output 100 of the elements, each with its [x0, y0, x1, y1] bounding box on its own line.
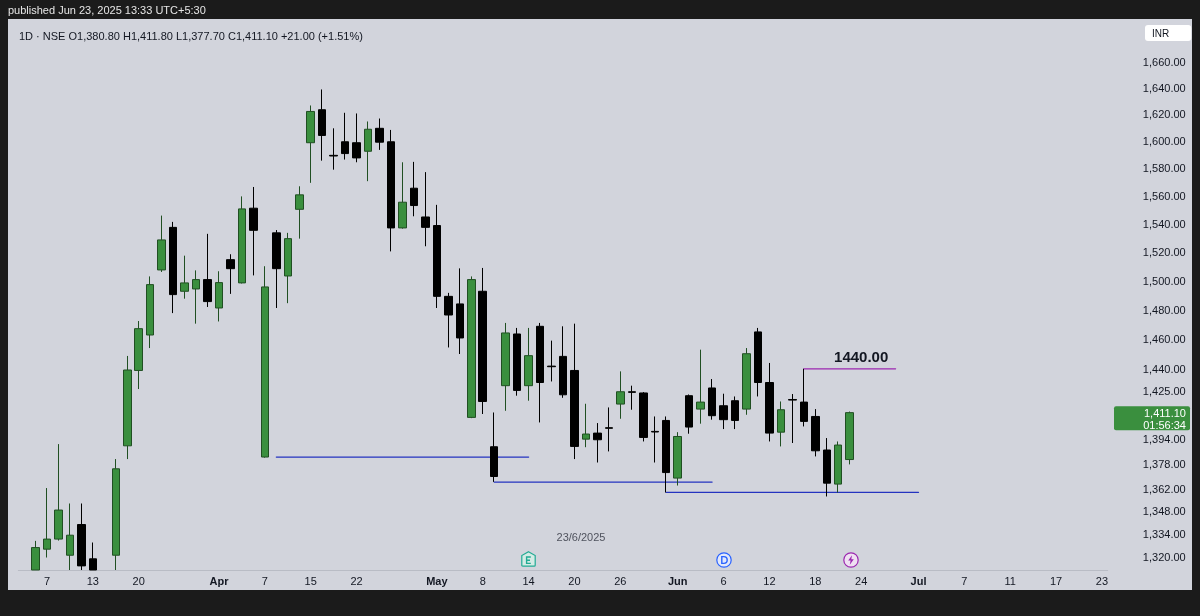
- candlestick: [157, 215, 166, 273]
- y-tick-label: 1,480.00: [1142, 303, 1186, 316]
- annotation: 1440.00: [834, 347, 889, 365]
- y-tick-label: 1,660.00: [1142, 55, 1186, 68]
- x-tick-label: 24: [855, 574, 868, 587]
- x-tick-label: 7: [261, 574, 268, 587]
- y-tick-label: 1,580.00: [1142, 162, 1186, 175]
- candlestick: [89, 542, 97, 571]
- y-tick-label: 1,320.00: [1142, 550, 1186, 563]
- candlestick: [616, 370, 625, 420]
- candlestick: [524, 327, 533, 402]
- candlestick: [467, 275, 476, 419]
- candlestick: [444, 292, 453, 348]
- x-tick-label: Jul: [910, 574, 927, 587]
- candlestick: [318, 88, 326, 162]
- candlestick: [547, 340, 556, 382]
- candlestick: [605, 406, 613, 452]
- candlestick: [146, 275, 154, 349]
- candlestick: [410, 161, 418, 217]
- candlestick: [845, 411, 854, 465]
- candlestick: [66, 503, 74, 571]
- candlestick: [811, 408, 820, 457]
- candlestick: [765, 362, 774, 442]
- candlestick: [341, 112, 349, 161]
- candlestick: [54, 443, 63, 542]
- candlestick: [639, 391, 648, 442]
- candlestick: [501, 322, 510, 412]
- candlestick: [77, 503, 86, 571]
- candlestick: [226, 253, 235, 295]
- x-tick-label: 26: [614, 574, 627, 587]
- x-tick-label: Apr: [209, 574, 230, 587]
- x-tick-label: 11: [1004, 574, 1016, 587]
- candlestick: [708, 378, 716, 421]
- text: 1D · NSE O1,380.80 H1,411.80 L1,377.70 C1,411.10 +21.00 (+1.51%): [19, 29, 363, 42]
- x-tick-label: 14: [522, 574, 535, 587]
- candlestick: [329, 127, 338, 171]
- candlestick: [203, 233, 212, 308]
- x-tick-label: 7: [961, 574, 968, 587]
- x-tick-label: 20: [568, 574, 581, 587]
- text: 1,411.10: [1143, 406, 1186, 419]
- x-tick-label: 18: [809, 574, 822, 587]
- y-tick-label: 1,378.00: [1142, 457, 1186, 470]
- candlestick: [433, 204, 441, 309]
- y-tick-label: 1,500.00: [1142, 274, 1186, 287]
- candlestick: [719, 393, 728, 430]
- y-tick-label: 1,334.00: [1142, 528, 1186, 541]
- candlestick: [180, 255, 189, 300]
- x-tick-label: 20: [132, 574, 145, 587]
- y-tick-label: 1,348.00: [1142, 505, 1186, 518]
- y-tick-label: 1,425.00: [1142, 385, 1186, 398]
- candlestick: [272, 229, 281, 309]
- x-tick-label: May: [426, 574, 449, 587]
- candlestick: [570, 323, 579, 460]
- y-tick-label: 1,460.00: [1142, 333, 1186, 345]
- y-tick-label: 1,640.00: [1142, 81, 1186, 94]
- x-tick-label: 12: [763, 574, 776, 587]
- candlestick: [112, 458, 120, 571]
- candlestick: [364, 120, 372, 182]
- annotation: 23/6/2025: [556, 531, 606, 543]
- candlestick: [742, 347, 751, 416]
- candlestick: [169, 221, 177, 314]
- candlestick: [593, 422, 602, 464]
- candlestick: [777, 400, 785, 447]
- candlestick: [123, 355, 132, 460]
- candlestick: [628, 385, 636, 411]
- text: published Jun 23, 2025 13:33 UTC+5:30: [8, 4, 206, 16]
- candlestick: [306, 104, 315, 184]
- y-tick-label: 1,620.00: [1142, 108, 1186, 121]
- candlestick: [559, 325, 567, 399]
- x-tick-label: 23: [1095, 574, 1109, 587]
- candlestick: [513, 327, 521, 397]
- text: 01:56:34: [1143, 418, 1186, 431]
- y-tick-label: 1,440.00: [1142, 362, 1186, 375]
- text: INR: [1152, 27, 1170, 39]
- y-tick-label: 1,362.00: [1142, 483, 1186, 496]
- candlestick: [249, 186, 258, 276]
- x-tick-label: 22: [350, 574, 363, 587]
- x-tick-label: 6: [720, 574, 727, 587]
- candlestick: [823, 437, 831, 497]
- candlestick: [651, 415, 659, 464]
- x-tick-label: Jun: [667, 574, 688, 587]
- candlestick: [387, 129, 395, 252]
- candlestick: [238, 195, 246, 284]
- candlestick: [134, 320, 143, 390]
- candlestick: [662, 415, 670, 493]
- candlestick: [582, 403, 590, 448]
- candlestick: [788, 393, 797, 444]
- candlestick: [284, 232, 292, 304]
- candlestick: [478, 267, 487, 415]
- x-tick-label: 13: [86, 574, 99, 587]
- candlestick: [352, 112, 361, 163]
- candlestick: [673, 431, 682, 487]
- y-tick-label: 1,600.00: [1142, 135, 1186, 148]
- x-tick-label: 8: [479, 574, 486, 587]
- y-tick-label: 1,540.00: [1142, 217, 1186, 230]
- candlestick: [685, 393, 693, 435]
- candlestick: [43, 487, 51, 559]
- candlestick: [31, 540, 40, 571]
- candlestick: [754, 327, 762, 397]
- candlestick: [456, 267, 464, 355]
